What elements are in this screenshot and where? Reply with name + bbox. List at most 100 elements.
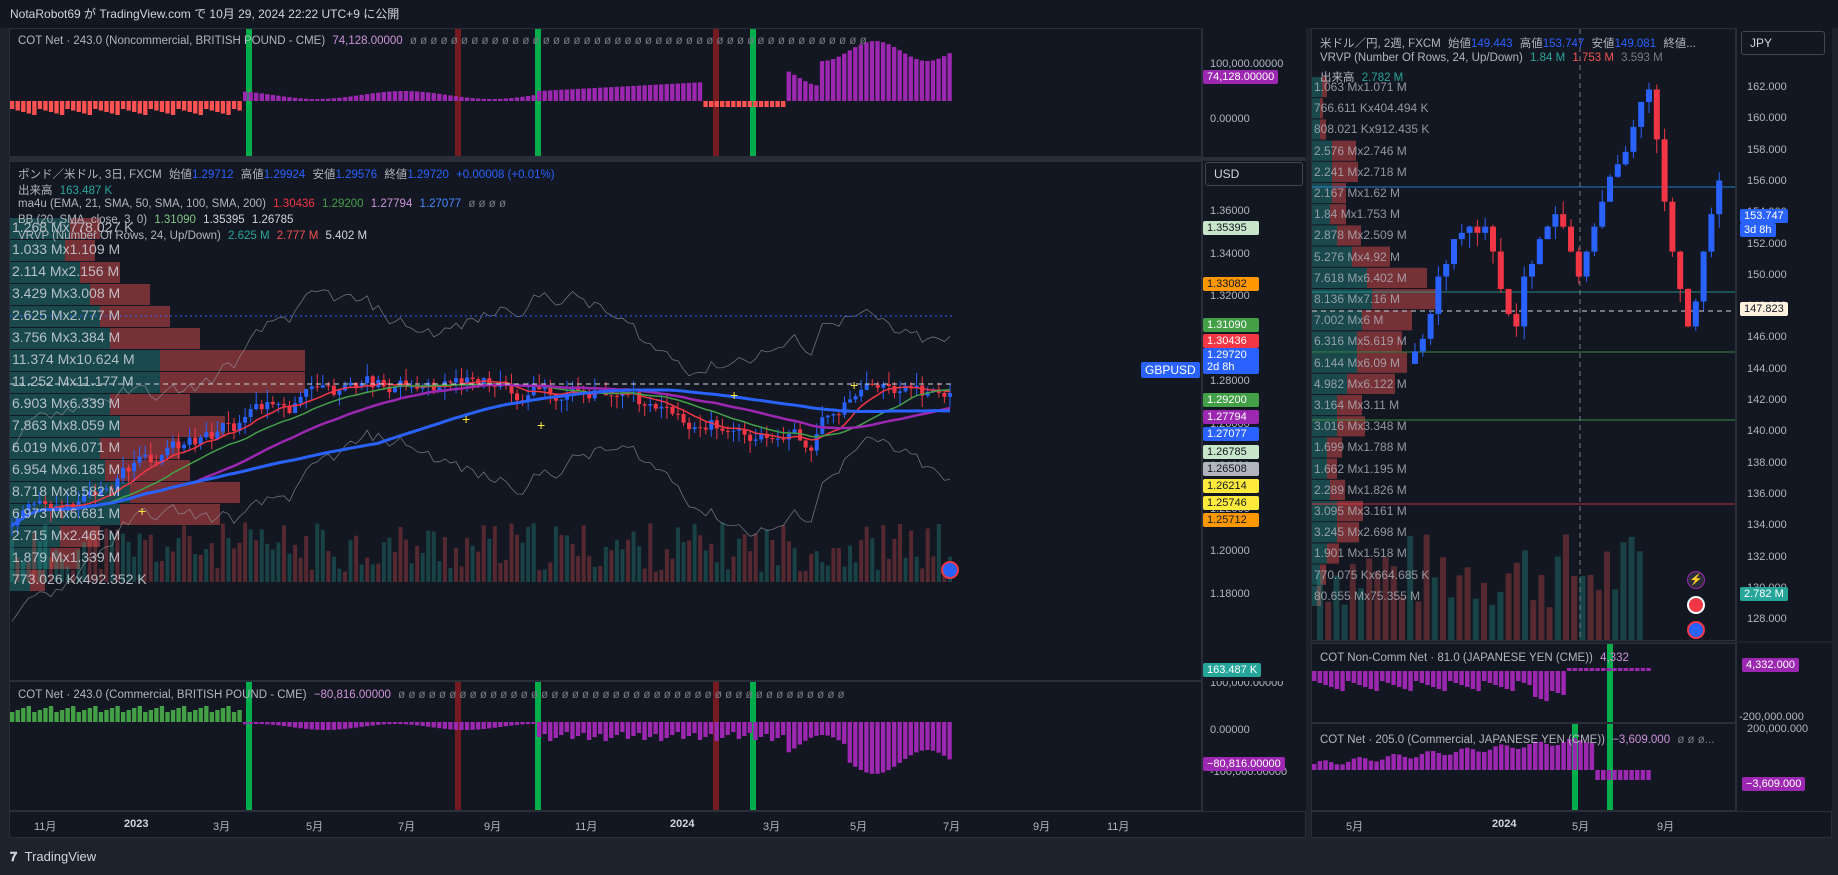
histogram-bar — [59, 101, 65, 115]
volume-profile-row-label: 6.316 Mx5.619 M — [1314, 334, 1407, 349]
histogram-bar — [448, 722, 453, 730]
histogram-bar — [914, 58, 919, 101]
pane-separator[interactable] — [9, 157, 1306, 161]
volume-profile-row-label: 808.021 Kx912.435 K — [1314, 122, 1430, 137]
time-tick: 2024 — [670, 818, 695, 830]
candle-body — [1536, 239, 1543, 265]
left-cot-commercial-axis[interactable]: 100,000.00000 0.00000 -100,000.00000 −80… — [1202, 681, 1306, 811]
histogram-bar — [570, 722, 575, 739]
candle-body — [481, 378, 486, 386]
histogram-bar — [470, 722, 475, 730]
right-cot-commercial-axis[interactable]: 200,000.000 −3,609.000 — [1736, 723, 1832, 811]
candle-body — [348, 382, 353, 386]
currency-button[interactable]: JPY — [1741, 31, 1825, 55]
left-time-axis[interactable]: 11月 2023 3月 5月 7月 9月 11月 2024 3月 5月 7月 9月 11月 — [9, 811, 1306, 838]
japan-flag-event-icon[interactable] — [1687, 596, 1705, 614]
axis-tick: 156.000 — [1747, 174, 1787, 187]
histogram-bar — [836, 722, 841, 741]
close-label: 終値 — [384, 169, 408, 181]
candle-body — [454, 378, 458, 383]
volume-bar — [309, 569, 314, 582]
left-ma-legend[interactable]: ma4u (EMA, 21, SMA, 50, SMA, 100, SMA, 2… — [18, 198, 510, 210]
candle-body — [792, 429, 797, 435]
candle-body — [1435, 276, 1442, 314]
left-cot-noncommercial-axis[interactable]: 100,000.00000 0.00000 74,128.00000 — [1202, 28, 1306, 157]
currency-button[interactable]: USD — [1205, 162, 1303, 186]
lightning-event-icon[interactable]: ⚡ — [1687, 571, 1705, 589]
candle-body — [709, 420, 714, 430]
brand-name[interactable]: TradingView — [24, 849, 97, 864]
histogram-bar — [819, 722, 825, 736]
left-price-pane[interactable]: + + + + + 1.268 Mx778.027 K 1.033 Mx1.109 M 2.… — [9, 161, 1202, 681]
right-cot-noncomm-legend[interactable]: COT Non-Comm Net · 81.0 (JAPANESE YEN (C… — [1320, 652, 1633, 664]
volume-profile-up — [1312, 267, 1367, 288]
candle-body — [243, 416, 248, 423]
volume-bar — [71, 570, 76, 582]
histogram-bar — [159, 101, 165, 112]
candle-body — [1568, 226, 1574, 252]
left-symbol-legend[interactable]: ポンド／米ドル, 3日, FXCM 始値1.29712 高値1.29924 安値… — [18, 166, 559, 182]
left-price-axis[interactable]: USD 1.360001.340001.320001.300001.280001… — [1202, 161, 1306, 681]
candle-body — [614, 395, 619, 397]
histogram-bar — [26, 706, 31, 722]
volume-profile-down — [1320, 564, 1326, 585]
volume-profile-row-label: 773.026 Kx492.352 K — [12, 571, 147, 587]
right-cot-noncomm-axis[interactable]: 4,332.000 -200,000.000 — [1736, 643, 1832, 723]
candle-body — [1669, 201, 1676, 252]
right-cot-commercial-pane[interactable]: COT Net · 205.0 (Commercial, JAPANESE YE… — [1311, 723, 1736, 811]
left-cot-noncommercial-legend[interactable]: COT Net · 243.0 (Noncommercial, BRITISH … — [18, 35, 871, 47]
candle-body — [1552, 214, 1559, 227]
histogram-bar — [647, 85, 653, 101]
left-cot-commercial-pane[interactable]: COT Net · 243.0 (Commercial, BRITISH POU… — [9, 681, 1202, 811]
left-cot-commercial-legend[interactable]: COT Net · 243.0 (Commercial, BRITISH POU… — [18, 689, 849, 701]
volume-profile-row-label: 8.136 Mx7.16 M — [1314, 292, 1401, 306]
histogram-bar — [808, 83, 814, 101]
volume-bar — [232, 548, 236, 582]
right-symbol-legend[interactable]: 米ドル／円, 2週, FXCM 始値149.443 高値153.747 安値14… — [1320, 35, 1700, 51]
left-volume-legend[interactable]: 出来高 163.487 K — [18, 182, 116, 198]
right-price-axis[interactable]: JPY 162.000160.000158.000156.000154.0001… — [1736, 28, 1832, 641]
tradingview-logo-icon[interactable]: 𝟕 — [10, 849, 18, 864]
volume-bar — [431, 531, 436, 582]
us-flag-event-icon[interactable] — [1687, 621, 1705, 639]
volume-bar — [570, 543, 575, 582]
left-vrvp-legend[interactable]: VRVP (Number Of Rows, 24, Up/Down) 2.625… — [18, 230, 371, 242]
histogram-bar — [792, 722, 797, 749]
volume-bar — [65, 566, 70, 582]
histogram-bar — [1601, 770, 1606, 780]
right-cot-noncomm-pane[interactable]: COT Non-Comm Net · 81.0 (JAPANESE YEN (C… — [1311, 643, 1736, 723]
low-value: 149.081 — [1614, 38, 1657, 50]
right-vrvp-legend[interactable]: VRVP (Number Of Rows, 24, Up/Down) 1.84 … — [1320, 52, 1667, 64]
volume-bar — [331, 556, 336, 582]
histogram-bar — [864, 42, 869, 101]
candle-body — [881, 384, 886, 388]
histogram-bar — [442, 94, 448, 101]
histogram-bar — [919, 722, 925, 751]
left-bb-legend[interactable]: BB (20, SMA, close, 3, 0) 1.31090 1.3539… — [18, 214, 297, 226]
histogram-bar — [254, 92, 259, 101]
candle-body — [875, 384, 880, 388]
candle-body — [531, 385, 536, 396]
time-tick: 3月 — [213, 821, 231, 833]
histogram-bar — [120, 712, 126, 722]
volume-bar — [1604, 551, 1610, 640]
right-volume-legend[interactable]: 出来高 2.782 M — [1320, 69, 1407, 85]
volume-bar — [32, 531, 37, 582]
right-price-pane[interactable]: 1.063 Mx1.071 M 766.611 Kx404.494 K 808.02… — [1311, 28, 1736, 641]
histogram-bar — [1453, 671, 1459, 683]
histogram-bar — [930, 60, 936, 101]
histogram-bar — [1340, 764, 1345, 770]
histogram-bar — [1544, 743, 1549, 770]
histogram-bar — [681, 83, 686, 101]
candle-body — [1490, 226, 1496, 252]
histogram-bar — [1351, 758, 1357, 770]
right-cot-commercial-legend[interactable]: COT Net · 205.0 (Commercial, JAPANESE YE… — [1320, 734, 1718, 746]
histogram-bar — [797, 78, 803, 101]
right-time-axis[interactable]: 5月 2024 5月 9月 — [1311, 811, 1832, 838]
histogram-bar — [636, 85, 642, 101]
histogram-bar — [265, 722, 270, 725]
left-cot-noncommercial-pane[interactable]: COT Net · 243.0 (Noncommercial, BRITISH … — [9, 28, 1202, 157]
axis-tick: 134.000 — [1747, 519, 1787, 532]
price-tag: 2.782 M — [1740, 587, 1788, 601]
volume-bar — [287, 553, 292, 582]
